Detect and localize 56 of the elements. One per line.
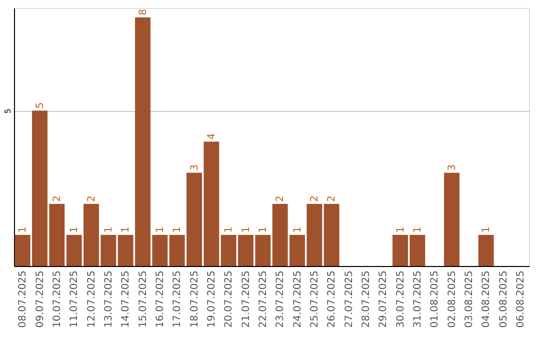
x-tick-label: 21.07.2025 — [240, 270, 252, 328]
data-label: 1 — [258, 226, 269, 233]
x-tick-label: 06.08.2025 — [515, 270, 526, 328]
bar — [478, 234, 494, 266]
bar — [324, 204, 340, 266]
data-label: 5 — [34, 102, 46, 109]
data-label: 1 — [120, 226, 132, 233]
x-tick-label: 16.07.2025 — [154, 270, 166, 328]
x-tick-label: 02.08.2025 — [446, 270, 458, 328]
data-label: 1 — [18, 226, 29, 233]
x-tick-label: 20.07.2025 — [224, 270, 235, 328]
bar — [444, 172, 460, 266]
data-label: 2 — [275, 195, 286, 202]
x-tick-label: 29.07.2025 — [378, 270, 390, 328]
x-tick-label: 27.07.2025 — [344, 270, 355, 328]
data-label: 2 — [309, 195, 320, 202]
x-tick-label: 28.07.2025 — [360, 270, 372, 328]
x-tick-label: 19.07.2025 — [206, 270, 218, 328]
x-tick-label: 14.07.2025 — [120, 270, 132, 328]
x-tick-label: 10.07.2025 — [52, 270, 63, 328]
x-tick-label: 23.07.2025 — [275, 270, 286, 328]
data-label: 1 — [172, 226, 184, 233]
x-tick-label: 30.07.2025 — [395, 270, 406, 328]
x-tick-label: 08.07.2025 — [18, 270, 29, 328]
x-tick-label: 25.07.2025 — [309, 270, 320, 328]
x-tick-label: 09.07.2025 — [34, 270, 46, 328]
x-tick-label: 03.08.2025 — [464, 270, 475, 328]
x-tick-label: 18.07.2025 — [189, 270, 200, 328]
x-tick-label: 17.07.2025 — [172, 270, 184, 328]
data-label: 2 — [86, 195, 98, 202]
data-label: 1 — [292, 226, 304, 233]
data-label: 1 — [481, 226, 492, 233]
data-label: 1 — [154, 226, 166, 233]
x-tick-label: 11.07.2025 — [69, 270, 80, 328]
x-tick-label: 01.08.2025 — [430, 270, 441, 328]
x-tick-label: 15.07.2025 — [138, 270, 149, 328]
data-label: 1 — [395, 226, 406, 233]
x-tick-label: 13.07.2025 — [103, 270, 114, 328]
x-tick-label: 26.07.2025 — [326, 270, 338, 328]
data-label: 3 — [446, 164, 458, 171]
x-tick-label: 31.07.2025 — [412, 270, 424, 328]
x-tick-label: 24.07.2025 — [292, 270, 304, 328]
data-label: 1 — [103, 226, 114, 233]
data-label: 4 — [206, 133, 218, 140]
x-tick-label: 05.08.2025 — [498, 270, 510, 328]
data-label: 1 — [240, 226, 252, 233]
data-label: 1 — [412, 226, 424, 233]
data-label: 1 — [69, 226, 80, 233]
x-tick-label: 22.07.2025 — [258, 270, 269, 328]
data-label: 2 — [326, 195, 338, 202]
x-tick-label: 12.07.2025 — [86, 270, 98, 328]
data-label: 8 — [138, 8, 149, 16]
x-tick-label: 04.08.2025 — [481, 270, 492, 328]
data-label: 1 — [224, 226, 235, 233]
data-label: 2 — [52, 195, 63, 202]
data-label: 3 — [189, 164, 200, 171]
